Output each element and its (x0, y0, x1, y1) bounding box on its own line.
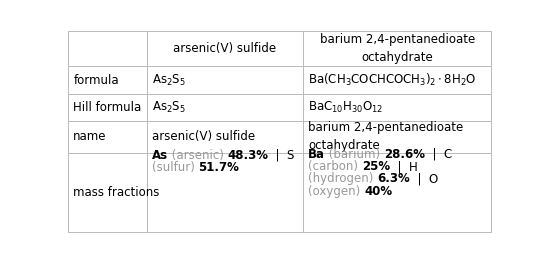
Text: name: name (73, 130, 107, 143)
Text: $\mathregular{BaC_{10}H_{30}O_{12}}$: $\mathregular{BaC_{10}H_{30}O_{12}}$ (308, 100, 383, 115)
Text: Ba: Ba (308, 148, 325, 161)
Text: |  H: | H (390, 160, 418, 173)
Text: mass fractions: mass fractions (73, 186, 159, 199)
Text: (carbon): (carbon) (308, 160, 362, 173)
Text: 6.3%: 6.3% (377, 173, 410, 186)
Text: $\mathregular{Ba\left(CH_{3}COCHCOCH_{3}\right)_{2}\cdot 8H_{2}O}$: $\mathregular{Ba\left(CH_{3}COCHCOCH_{3}… (308, 72, 477, 88)
Text: Hill formula: Hill formula (73, 101, 141, 114)
Text: |  O: | O (410, 173, 438, 186)
Text: 40%: 40% (364, 185, 393, 198)
Text: barium 2,4-pentanedioate
octahydrate: barium 2,4-pentanedioate octahydrate (308, 121, 464, 152)
Text: |  C: | C (425, 148, 452, 161)
Text: $\mathregular{As_{2}S_{5}}$: $\mathregular{As_{2}S_{5}}$ (152, 73, 186, 88)
Text: arsenic(V) sulfide: arsenic(V) sulfide (152, 130, 255, 143)
Text: (oxygen): (oxygen) (308, 185, 364, 198)
Text: 51.7%: 51.7% (198, 161, 239, 174)
Text: (hydrogen): (hydrogen) (308, 173, 377, 186)
Text: (sulfur): (sulfur) (152, 161, 198, 174)
Text: $\mathregular{As_{2}S_{5}}$: $\mathregular{As_{2}S_{5}}$ (152, 100, 186, 115)
Text: As: As (152, 149, 168, 162)
Text: |  S: | S (269, 149, 295, 162)
Text: formula: formula (73, 74, 119, 87)
Text: 28.6%: 28.6% (384, 148, 425, 161)
Text: (arsenic): (arsenic) (168, 149, 227, 162)
Text: (barium): (barium) (325, 148, 384, 161)
Text: 48.3%: 48.3% (227, 149, 269, 162)
Text: arsenic(V) sulfide: arsenic(V) sulfide (173, 42, 276, 55)
Text: 25%: 25% (362, 160, 390, 173)
Text: barium 2,4-pentanedioate
octahydrate: barium 2,4-pentanedioate octahydrate (319, 33, 475, 64)
